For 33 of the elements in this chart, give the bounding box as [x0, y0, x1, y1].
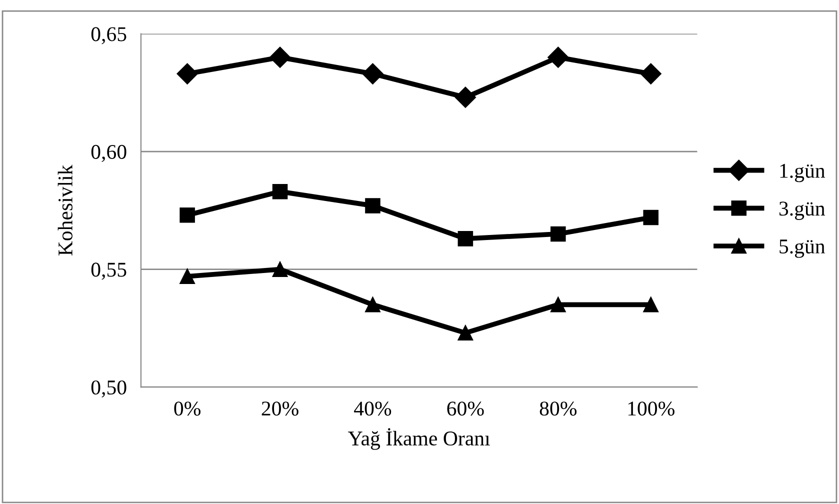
y-tick-label: 0,50: [91, 380, 126, 398]
legend-label: 3.gün: [779, 202, 826, 220]
point: [458, 231, 474, 246]
point: [272, 262, 288, 277]
x-tick-label: 0%: [174, 402, 200, 416]
legend-label: 1.gün: [780, 164, 826, 182]
point: [272, 184, 288, 200]
point: [270, 46, 291, 68]
x-tick-label: 100%: [628, 402, 674, 416]
point: [548, 46, 569, 68]
point: [458, 325, 474, 341]
x-tick-label: 40%: [354, 402, 392, 416]
point: [180, 268, 195, 284]
x-tick-label: 80%: [540, 402, 577, 416]
point: [454, 86, 476, 108]
y-tick-label: 0,65: [91, 27, 126, 44]
y-tick-label: 0,60: [91, 144, 126, 162]
point: [643, 296, 658, 312]
point: [643, 210, 658, 226]
point: [640, 63, 662, 84]
point: [362, 63, 384, 84]
x-tick-label: 20%: [262, 402, 298, 416]
point: [180, 207, 195, 223]
point: [176, 63, 198, 84]
point: [550, 226, 566, 242]
x-tick-label: 60%: [447, 402, 484, 416]
point: [550, 296, 566, 312]
y-axis-title: Kohesivlik: [58, 164, 72, 256]
point: [365, 296, 380, 312]
y-tick-label: 0,55: [91, 262, 126, 280]
x-axis-title: Yağ İkame Oranı: [348, 428, 490, 450]
point: [365, 198, 380, 214]
legend-label: 5.gün: [780, 240, 826, 258]
